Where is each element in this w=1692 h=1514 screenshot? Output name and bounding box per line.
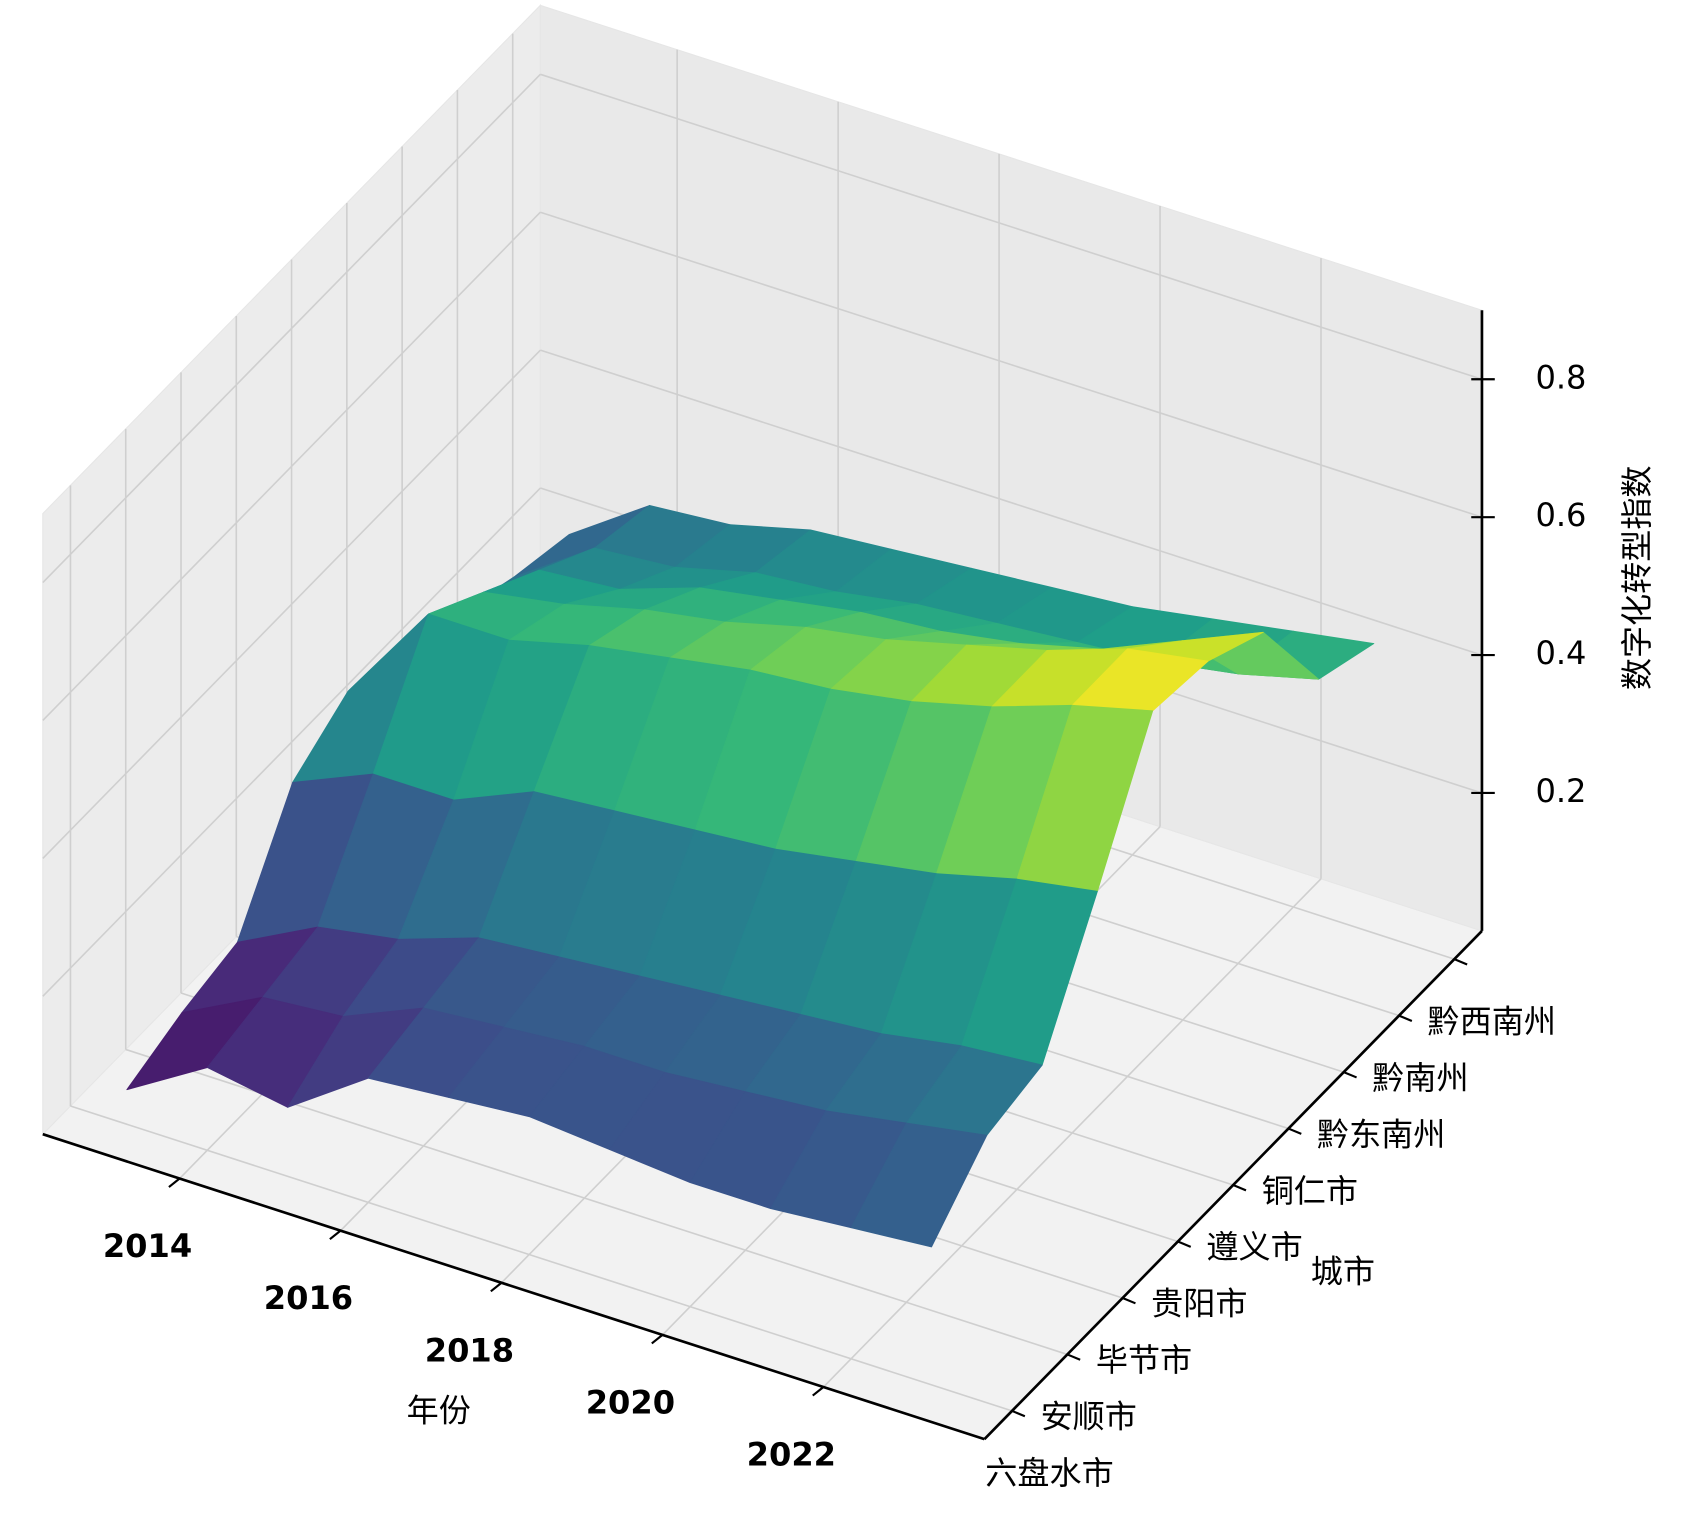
z-tick-label: 0.8 bbox=[1535, 358, 1586, 396]
y-tick bbox=[1232, 1184, 1247, 1192]
x-tick-label: 2018 bbox=[425, 1331, 514, 1369]
grid-line bbox=[42, 211, 541, 722]
grid-line bbox=[42, 349, 541, 859]
y-tick-label: 黔西南州 bbox=[1428, 1002, 1556, 1040]
y-tick-label: 安顺市 bbox=[1041, 1398, 1137, 1436]
grid-line bbox=[70, 1105, 1013, 1412]
x-tick-label: 2016 bbox=[264, 1279, 353, 1317]
y-tick bbox=[1288, 1127, 1302, 1135]
x-tick bbox=[168, 1177, 181, 1188]
y-tick bbox=[1122, 1296, 1136, 1305]
grid-line bbox=[42, 487, 541, 997]
x-tick-label: 2022 bbox=[747, 1436, 836, 1474]
x-tick-label: 2020 bbox=[586, 1383, 675, 1421]
x-tick bbox=[651, 1334, 664, 1345]
y-tick bbox=[1453, 958, 1468, 966]
x-axis bbox=[42, 1132, 985, 1441]
x-tick bbox=[812, 1386, 825, 1397]
y-tick-label: 黔东南州 bbox=[1317, 1115, 1445, 1153]
z-tick-label: 0.2 bbox=[1535, 772, 1586, 810]
z-axis-label: 数字化转型指数 bbox=[1618, 465, 1656, 690]
grid-line bbox=[540, 73, 1483, 381]
y-tick-label: 黔南州 bbox=[1372, 1059, 1468, 1097]
y-tick bbox=[1177, 1240, 1192, 1248]
z-tick-label: 0.4 bbox=[1535, 634, 1586, 672]
y-tick bbox=[1398, 1014, 1413, 1022]
x-tick bbox=[329, 1229, 342, 1241]
surface-cell bbox=[850, 1122, 988, 1248]
x-tick bbox=[490, 1281, 503, 1293]
y-tick-label: 贵阳市 bbox=[1151, 1285, 1247, 1323]
y-tick bbox=[1343, 1071, 1357, 1079]
grid-line bbox=[540, 211, 1483, 518]
x-axis-label: 年份 bbox=[407, 1391, 471, 1429]
grid-line bbox=[540, 349, 1483, 656]
y-tick-label: 铜仁市 bbox=[1262, 1172, 1358, 1210]
y-axis-label: 城市 bbox=[1311, 1252, 1375, 1290]
y-tick bbox=[1011, 1409, 1026, 1418]
z-tick-label: 0.6 bbox=[1535, 496, 1586, 534]
grid-line bbox=[42, 73, 541, 584]
y-tick-label: 六盘水市 bbox=[985, 1454, 1113, 1492]
y-tick-label: 遵义市 bbox=[1206, 1228, 1302, 1266]
plot-area: 年份 城市 数字化转型指数 2014 2016 2018 2020 2022 六盘水市 安顺… bbox=[41, 4, 1656, 1492]
x-tick-label: 2014 bbox=[103, 1227, 192, 1265]
y-tick-label: 毕节市 bbox=[1096, 1341, 1192, 1379]
y-axis bbox=[983, 929, 1483, 1441]
y-tick bbox=[1066, 1353, 1081, 1361]
